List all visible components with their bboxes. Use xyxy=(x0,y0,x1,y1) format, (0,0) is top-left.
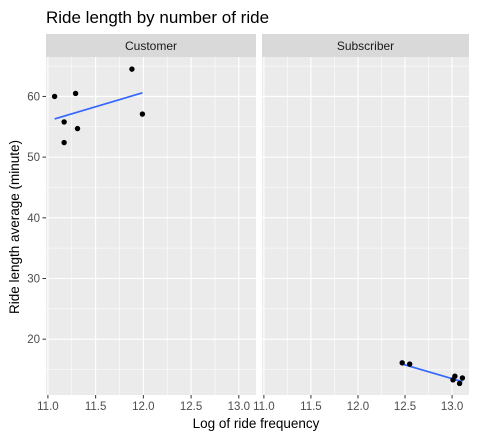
data-point xyxy=(129,66,135,72)
panel-background xyxy=(46,57,256,395)
y-tick-label: 40 xyxy=(27,213,40,225)
y-tick-label: 30 xyxy=(27,273,40,285)
x-tick-label: 12.0 xyxy=(132,401,154,413)
strip-label: Subscriber xyxy=(337,39,394,53)
data-point xyxy=(456,380,463,387)
strip-label: Customer xyxy=(125,39,177,53)
data-point xyxy=(407,361,413,367)
strip-background xyxy=(46,34,256,57)
x-tick-label: 11.0 xyxy=(253,401,275,413)
data-point xyxy=(74,125,81,132)
x-tick-label: 13.0 xyxy=(228,401,250,413)
panel-customer: Customer 11.0 11.5 12.0 12.5 13.0 xyxy=(37,34,256,413)
x-tick-label: 11.5 xyxy=(300,401,322,413)
data-point xyxy=(61,119,67,125)
y-tick-label: 50 xyxy=(27,152,40,164)
x-tick-label: 12.5 xyxy=(394,401,416,413)
data-point xyxy=(51,93,58,100)
x-tick-label: 11.5 xyxy=(85,401,107,413)
x-tick-label: 12.0 xyxy=(347,401,369,413)
chart-title: Ride length by number of ride xyxy=(46,8,269,27)
y-tick-label: 60 xyxy=(27,91,40,103)
y-axis: 20 30 40 50 60 xyxy=(27,91,46,346)
data-point xyxy=(61,139,67,146)
x-axis-title: Log of ride frequency xyxy=(193,416,320,431)
strip-background xyxy=(262,34,469,57)
panels: Customer 11.0 11.5 12.0 12.5 13.0 Subscriber 11… xyxy=(37,34,469,413)
data-point xyxy=(452,373,458,379)
trend-line xyxy=(54,91,143,120)
x-tick-label: 12.5 xyxy=(180,401,202,413)
data-point xyxy=(459,375,466,381)
x-tick-label: 13.0 xyxy=(441,401,463,413)
data-point xyxy=(139,111,146,117)
data-point xyxy=(72,90,79,97)
y-axis-title: Ride length average (minute) xyxy=(7,140,22,314)
panel-subscriber: Subscriber 11.0 11.5 12.0 12.5 13.0 xyxy=(253,34,469,413)
panel-background xyxy=(262,57,469,395)
data-point xyxy=(399,360,405,366)
x-tick-label: 11.0 xyxy=(37,401,59,413)
y-tick-label: 20 xyxy=(27,334,40,346)
